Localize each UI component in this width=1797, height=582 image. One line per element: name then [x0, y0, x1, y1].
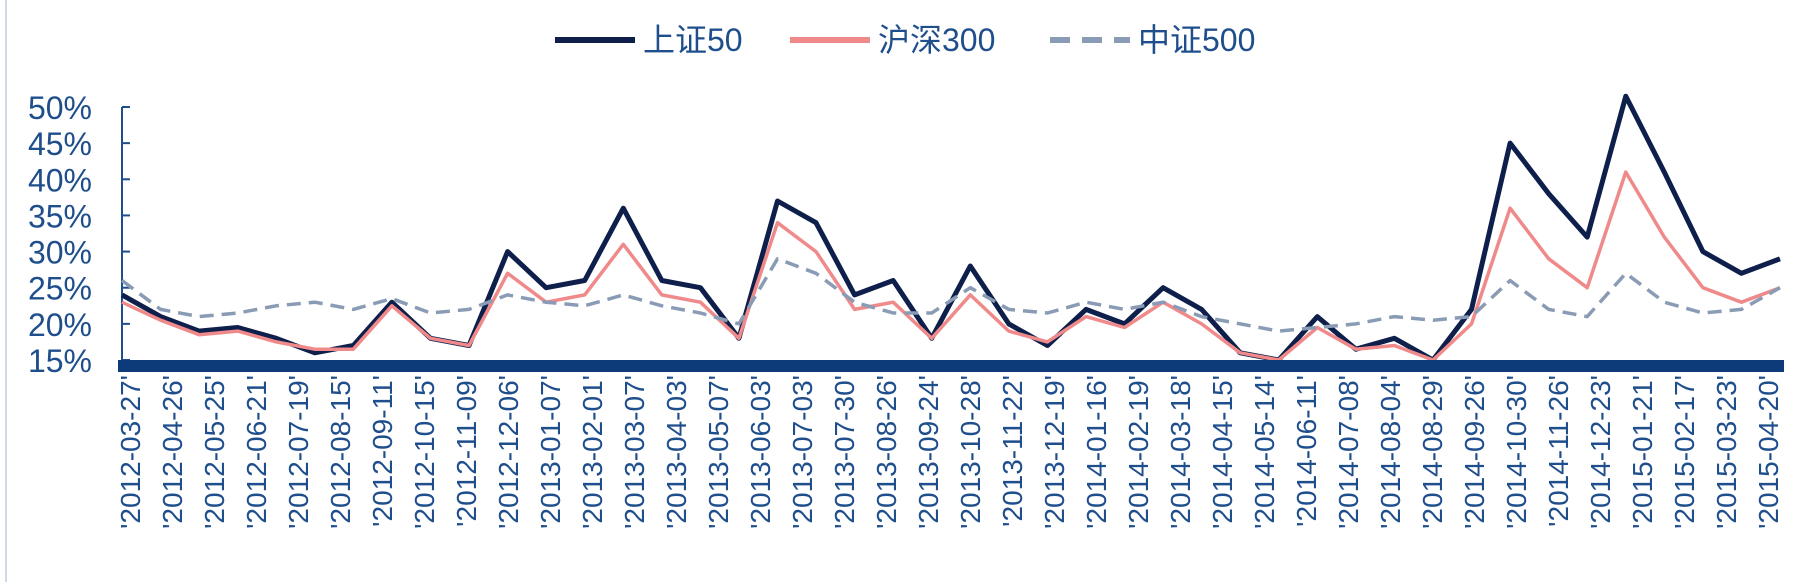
x-tick-label: '2013-06-03'	[745, 375, 776, 529]
x-tick-label: '2013-09-24'	[913, 375, 944, 529]
x-tick-label: '2013-08-26'	[871, 375, 902, 529]
x-tick-label: '2014-02-19'	[1123, 375, 1154, 529]
y-tick-label: 15%	[28, 343, 92, 379]
y-tick-label: 40%	[28, 162, 92, 198]
x-tick-label: '2013-05-07'	[703, 375, 734, 529]
x-tick-label: '2012-03-27'	[115, 375, 146, 529]
x-tick-label: '2012-08-15'	[325, 375, 356, 529]
y-tick-label: 50%	[28, 90, 92, 126]
x-tick-label: '2012-11-09'	[451, 375, 482, 527]
series-line-3	[120, 257, 1781, 333]
x-tick-label: '2014-08-29'	[1417, 375, 1448, 529]
x-tick-label: '2014-06-11'	[1291, 375, 1322, 527]
y-tick-label: 30%	[28, 235, 92, 271]
series-line-2	[121, 170, 1781, 362]
y-axis: 15%20%25%30%35%40%45%50%	[28, 90, 130, 379]
x-tick-label: '2014-08-04'	[1375, 375, 1406, 529]
legend: 上证50 沪深300 中证500	[555, 22, 1255, 58]
x-tick-label: '2013-12-19'	[1039, 375, 1070, 529]
series-line-1	[120, 93, 1781, 363]
x-tick-label: '2012-05-25'	[199, 375, 230, 529]
x-tick-label: '2013-07-30'	[829, 375, 860, 529]
x-tick-label: '2013-07-03'	[787, 375, 818, 529]
x-tick-label: '2012-04-26'	[157, 375, 188, 529]
x-tick-label: '2014-01-16'	[1081, 375, 1112, 529]
x-tick-label: '2014-10-30'	[1501, 375, 1532, 529]
x-tick-label: '2012-07-19'	[283, 375, 314, 529]
x-tick-label: '2013-11-22'	[997, 375, 1028, 527]
x-tick-label: '2012-10-15'	[409, 375, 440, 529]
y-tick-label: 25%	[28, 271, 92, 307]
x-tick-label: '2014-11-26'	[1543, 375, 1574, 527]
legend-label-1: 上证50	[643, 22, 743, 58]
x-tick-label: '2013-04-03'	[661, 375, 692, 529]
y-tick-label: 20%	[28, 307, 92, 343]
x-tick-label: '2015-01-21'	[1627, 375, 1658, 529]
x-tick-label: '2013-10-28'	[955, 375, 986, 529]
x-tick-label: '2013-03-07'	[619, 375, 650, 529]
x-axis-line	[118, 360, 1784, 372]
plot-area	[120, 93, 1781, 363]
legend-label-3: 中证500	[1138, 22, 1255, 58]
y-tick-label: 35%	[28, 198, 92, 234]
legend-label-2: 沪深300	[878, 22, 995, 58]
x-tick-label: '2014-05-14'	[1249, 375, 1280, 529]
x-tick-label: '2013-01-07'	[535, 375, 566, 529]
x-tick-label: '2013-02-01'	[577, 375, 608, 529]
y-tick-label: 45%	[28, 126, 92, 162]
x-tick-label: '2014-12-23'	[1585, 375, 1616, 529]
x-tick-label: '2014-07-08'	[1333, 375, 1364, 529]
x-tick-label: '2015-03-23'	[1711, 375, 1742, 529]
x-tick-label: '2012-09-11'	[367, 375, 398, 527]
x-tick-label: '2014-03-18'	[1165, 375, 1196, 529]
x-tick-label: '2015-04-20'	[1753, 375, 1784, 529]
x-tick-label: '2014-04-15'	[1207, 375, 1238, 529]
x-axis: '2012-03-27' '2012-04-26' '2012-05-25' '201…	[115, 360, 1784, 529]
x-tick-label: '2015-02-17'	[1669, 375, 1700, 529]
x-tick-label: '2014-09-26'	[1459, 375, 1490, 529]
x-tick-label: '2012-06-21'	[241, 375, 272, 529]
x-tick-label: '2012-12-06'	[493, 375, 524, 529]
